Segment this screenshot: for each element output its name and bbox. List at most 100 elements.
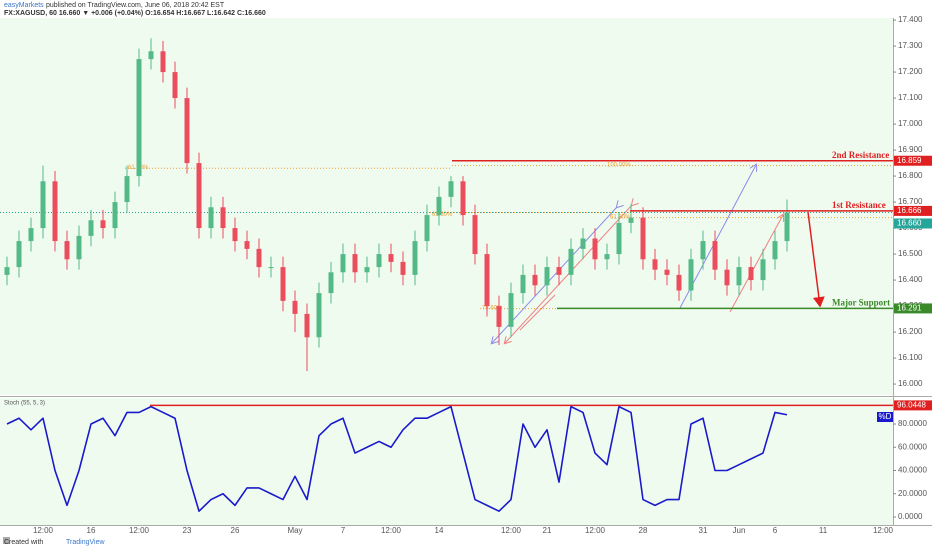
candle-body (376, 254, 382, 268)
fib-label: 61.80% (432, 212, 453, 218)
candle-body (520, 274, 526, 294)
candle-body (172, 72, 178, 99)
candle-body (256, 248, 262, 268)
candle-body (40, 181, 46, 229)
level-tag: 16.666 (897, 206, 922, 215)
candle-body (76, 235, 82, 260)
candle-body (604, 254, 610, 260)
level-name: 2nd Resistance (832, 150, 889, 160)
fib-label: 78.60% (482, 305, 503, 311)
y-tick-label: 20.0000 (898, 489, 927, 498)
candle-body (724, 269, 730, 286)
x-tick-label: 28 (639, 526, 648, 535)
fib-label: 100.00% (607, 162, 631, 168)
candle-body (784, 212, 790, 242)
author: easyMarkets (4, 2, 44, 9)
level-box (894, 205, 932, 216)
candle-body (316, 293, 322, 338)
candle-body (616, 222, 622, 255)
candle-body (4, 267, 10, 275)
candle-body (496, 306, 502, 327)
projection-arrow (729, 215, 783, 313)
candle-body (460, 181, 466, 216)
y-tick-label: 17.200 (898, 67, 923, 76)
candle-body (124, 176, 130, 203)
x-tick-label: 12:00 (33, 526, 54, 535)
candle-body (28, 228, 34, 242)
x-tick-label: 31 (699, 526, 708, 535)
x-tick-label: 6 (773, 526, 778, 535)
x-tick-label: 7 (341, 526, 346, 535)
footer-brand: TradingView (66, 539, 105, 546)
candle-body (448, 181, 454, 197)
x-tick-label: 16 (87, 526, 96, 535)
candle-body (640, 217, 646, 260)
candle-body (760, 259, 766, 281)
stoch-level-box (894, 400, 932, 411)
candle-body (148, 51, 154, 60)
drawings (492, 165, 825, 343)
y-tick-label: 17.300 (898, 41, 923, 50)
x-tick-label: May (287, 526, 302, 535)
candle-body (556, 267, 562, 275)
y-tick-label: 0.0000 (898, 512, 923, 521)
level-box (894, 303, 932, 314)
last-price-box (894, 218, 932, 229)
candle-body (712, 241, 718, 270)
candle-body (484, 254, 490, 307)
x-tick-label: 12:00 (129, 526, 150, 535)
level-tag: 16.859 (897, 156, 922, 165)
x-tick-label: 12:00 (501, 526, 522, 535)
y-tick-label: 16.000 (898, 379, 923, 388)
candle-body (208, 207, 214, 229)
symbol-line: FX:XAGUSD, 60 16.660 ▼ +0.006 (+0.04%) O… (4, 10, 266, 17)
y-tick-label: 80.0000 (898, 419, 927, 428)
y-tick-label: 17.100 (898, 93, 923, 102)
candle-body (592, 238, 598, 260)
candle-body (472, 215, 478, 255)
footer-created: Created with (4, 539, 43, 546)
candle-body (748, 267, 754, 281)
y-tick-label: 40.0000 (898, 466, 927, 475)
price-pane (0, 18, 893, 395)
series-tag (877, 412, 893, 422)
candle-body (400, 261, 406, 275)
last-price-tag: 16.660 (897, 219, 922, 228)
candle-body (364, 267, 370, 273)
candle-body (220, 207, 226, 229)
candle-body (700, 241, 706, 260)
candle-body (280, 267, 286, 301)
candle-body (136, 59, 142, 177)
candle-body (532, 274, 538, 286)
candle-body (340, 254, 346, 273)
candle-body (508, 293, 514, 327)
stoch-title: Stoch (55, 5, 3) (4, 401, 45, 407)
candle-body (16, 241, 22, 268)
footer-icon (3, 537, 10, 544)
fib-label: 61.80% (610, 214, 631, 220)
published: published on TradingView.com, June 06, 2… (46, 2, 225, 9)
x-tick-label: 26 (231, 526, 240, 535)
candle-body (736, 267, 742, 286)
y-tick-label: 16.500 (898, 249, 923, 258)
candle-body (112, 202, 118, 229)
y-tick-label: 16.800 (898, 171, 923, 180)
candle-body (304, 313, 310, 338)
candle-body (580, 238, 586, 249)
x-tick-label: 12:00 (381, 526, 402, 535)
candle-body (160, 51, 166, 73)
level-box (894, 155, 932, 166)
candle-body (268, 267, 274, 269)
x-tick-label: 12:00 (585, 526, 606, 535)
candle-body (52, 181, 58, 242)
y-tick-label: 60.0000 (898, 442, 927, 451)
y-tick-label: 16.100 (898, 353, 923, 362)
candle-body (436, 196, 442, 216)
y-tick-label: 16.400 (898, 275, 923, 284)
stoch-line (6, 405, 788, 512)
candle-body (664, 269, 670, 275)
projection-arrow (519, 294, 556, 331)
level-name: Major Support (832, 297, 890, 307)
x-tick-label: Jun (733, 526, 746, 535)
candle-body (352, 254, 358, 273)
